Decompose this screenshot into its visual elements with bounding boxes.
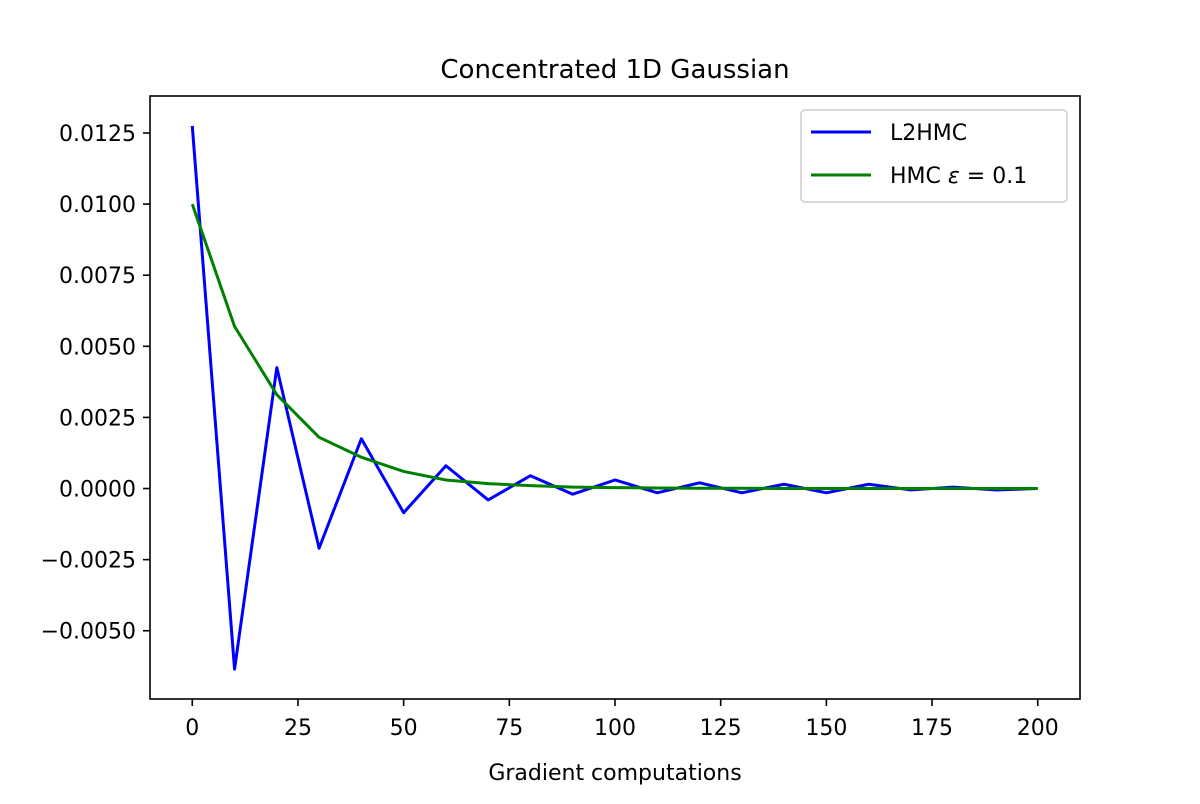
series-line-hmc (190, 203, 1038, 491)
x-tick-label: 200 (1017, 716, 1059, 741)
legend-label-hmc-suffix: = 0.1 (960, 164, 1027, 189)
legend: L2HMC HMC ε = 0.1 (800, 109, 1068, 203)
x-tick-label: 75 (495, 716, 523, 741)
chart-title: Concentrated 1D Gaussian (440, 55, 789, 85)
legend-label-hmc-epsilon: ε (948, 164, 960, 189)
plot-frame (149, 95, 1081, 700)
y-axis-ticks: −0.0050 −0.0025 0.0000 0.0025 0.0050 0.0075 0.… (41, 122, 150, 645)
series-line-l2hmc (190, 125, 1038, 671)
x-tick-label: 150 (805, 716, 847, 741)
x-tick-label: 125 (700, 716, 742, 741)
x-tick-label: 0 (185, 716, 199, 741)
y-tick-label: 0.0025 (59, 406, 136, 431)
y-tick-label: 0.0050 (59, 335, 136, 360)
legend-label-hmc: HMC ε = 0.1 (890, 164, 1027, 189)
x-axis-label: Gradient computations (488, 761, 741, 786)
x-axis-ticks: 0 25 50 75 100 125 150 175 200 (185, 699, 1059, 741)
y-tick-label: 0.0100 (59, 193, 136, 218)
x-tick-label: 50 (390, 716, 418, 741)
legend-label-hmc-prefix: HMC (890, 164, 948, 189)
legend-label-l2hmc: L2HMC (890, 121, 967, 146)
y-tick-label: 0.0000 (59, 478, 136, 503)
y-tick-label: −0.0025 (41, 549, 136, 574)
y-tick-label: −0.0050 (41, 620, 136, 645)
series-layer (190, 125, 1038, 671)
y-tick-label: 0.0125 (59, 122, 136, 147)
y-tick-label: 0.0075 (59, 264, 136, 289)
x-tick-label: 25 (284, 716, 312, 741)
x-tick-label: 100 (594, 716, 636, 741)
x-tick-label: 175 (911, 716, 953, 741)
